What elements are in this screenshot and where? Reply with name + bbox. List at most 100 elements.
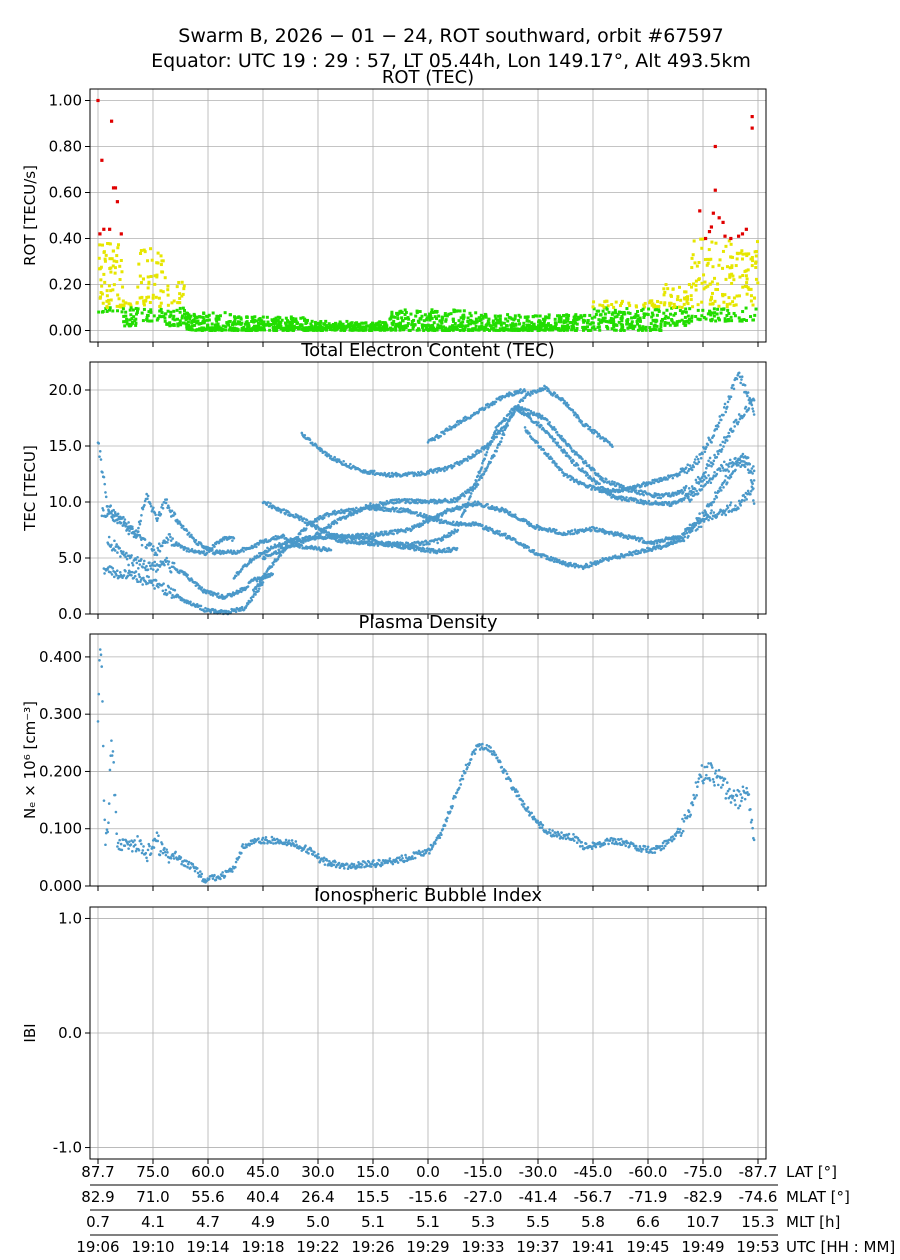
rot-point (261, 315, 265, 319)
rot-point (514, 327, 518, 331)
rot-point (566, 319, 570, 323)
rot-point (566, 316, 570, 320)
rot-point (642, 303, 646, 307)
rot-point (725, 305, 729, 309)
rot-point (741, 285, 745, 289)
rot-point (744, 306, 748, 310)
series-point-arc7 (743, 460, 746, 463)
series-point-arc5 (239, 570, 242, 573)
series-point-arc6 (681, 533, 685, 536)
rot-point (179, 323, 183, 327)
rot-point (258, 322, 262, 326)
series-point-arc6 (546, 555, 549, 558)
rot-point (593, 315, 597, 319)
series-point-arc2 (131, 527, 134, 530)
series-point-arc5 (655, 541, 659, 545)
rot-point (259, 326, 263, 330)
rot-point (600, 318, 604, 322)
series-point-arc2 (185, 529, 189, 532)
rot-point (164, 312, 168, 316)
rot-point (321, 326, 325, 330)
series-point-arc5 (711, 517, 714, 521)
rot-point (349, 323, 353, 327)
rot-point (414, 314, 418, 318)
rot-point (738, 319, 742, 323)
series-point-arc2 (114, 512, 117, 516)
series-point-arc8 (281, 549, 285, 552)
series-point-arc5 (445, 509, 448, 513)
rot-point (557, 317, 561, 321)
rot-point (598, 328, 602, 332)
rot-point (735, 251, 739, 255)
rot-point (724, 244, 728, 248)
rot-point (168, 321, 172, 325)
rot-point (554, 324, 558, 328)
rot-point (451, 328, 455, 332)
rot-point (417, 327, 421, 331)
rot-point (339, 325, 343, 329)
rot-point (401, 326, 405, 330)
series-point-arc7 (569, 456, 572, 459)
rot-point (482, 325, 486, 329)
rot-point (626, 311, 630, 315)
rot-point (643, 301, 647, 305)
rot-point (612, 325, 616, 329)
rot-point (754, 250, 758, 254)
series-point-arc7 (284, 512, 287, 516)
rot-point (444, 319, 448, 323)
rot-point (341, 322, 345, 326)
rot-point (160, 311, 164, 315)
rot-point (603, 312, 607, 316)
series-point-arc6 (713, 497, 716, 501)
rot-point (142, 248, 146, 252)
rot-point (274, 316, 278, 320)
rot-point (467, 328, 471, 332)
series-point-arc7 (282, 508, 286, 511)
rot-point (745, 292, 749, 296)
series-point-arc5 (234, 574, 238, 578)
series-point-arc5 (725, 508, 728, 511)
series-point-arc5 (593, 527, 596, 530)
rot-point (236, 322, 240, 326)
rot-point (150, 258, 154, 262)
rot-point (722, 300, 726, 304)
rot-point (717, 318, 721, 322)
rot-point (700, 314, 704, 318)
series-point-arc6 (487, 529, 490, 532)
series-point-arc1 (185, 549, 189, 553)
rot-point (379, 323, 383, 327)
rot-point (675, 323, 679, 327)
rot-point (475, 320, 479, 324)
series-point-arc4 (118, 571, 122, 574)
series-point-arc3 (127, 563, 130, 567)
rot-point (186, 314, 190, 318)
rot-point (447, 312, 451, 316)
series-point-arc7 (487, 446, 490, 449)
rot-point (149, 308, 153, 312)
rot-point (288, 326, 292, 330)
rot-point (400, 316, 404, 320)
series-point-arc3 (159, 560, 163, 563)
series-point-arc4 (254, 593, 257, 596)
rot-point (690, 319, 694, 323)
rot-point (541, 317, 545, 321)
rot-point (708, 310, 712, 314)
series-point-arc7 (706, 481, 710, 484)
series-point-arc6 (496, 529, 499, 533)
rot-point (428, 327, 432, 331)
rot-point (407, 328, 411, 332)
rot-point (433, 315, 437, 319)
rot-point (588, 328, 592, 332)
rot-point (134, 312, 138, 316)
rot-point (166, 284, 170, 288)
series-point-arc7 (625, 496, 628, 499)
rot-point (663, 316, 667, 320)
rot-point (108, 308, 112, 312)
series-point-arc6 (264, 573, 268, 577)
rot-point (276, 319, 280, 323)
rot-point (731, 300, 735, 304)
rot-point (330, 328, 334, 332)
rot-point (504, 328, 508, 332)
rot-point (159, 301, 163, 305)
series-point-arc3 (135, 561, 139, 565)
